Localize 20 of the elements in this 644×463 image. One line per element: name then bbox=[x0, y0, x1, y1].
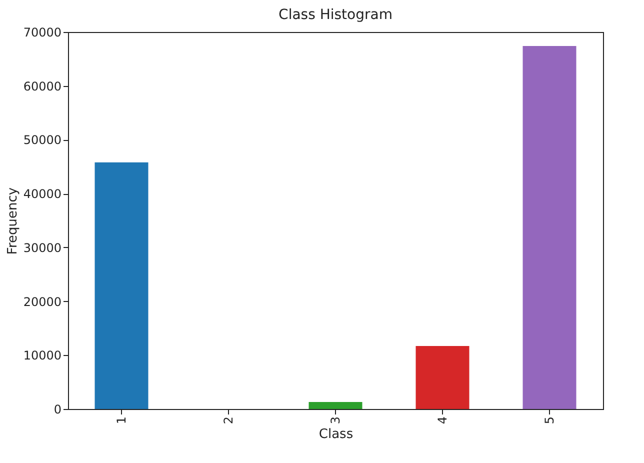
bar bbox=[416, 346, 470, 409]
y-axis-title: Frequency bbox=[5, 187, 20, 255]
y-tick-label: 20000 bbox=[23, 294, 62, 309]
y-tick-label: 10000 bbox=[23, 348, 62, 363]
x-tick-label: 1 bbox=[114, 416, 128, 424]
y-tick-label: 60000 bbox=[23, 79, 62, 94]
y-tick-label: 50000 bbox=[23, 133, 62, 148]
y-tick-label: 30000 bbox=[23, 240, 62, 255]
y-tick-label: 40000 bbox=[23, 187, 62, 202]
y-tick-label: 70000 bbox=[23, 26, 62, 40]
x-tick-label: 3 bbox=[328, 416, 342, 424]
x-axis-title: Class bbox=[318, 427, 354, 442]
x-tick-label: 5 bbox=[542, 416, 556, 424]
bar bbox=[308, 402, 362, 409]
bar bbox=[522, 46, 576, 409]
x-tick-label: 2 bbox=[222, 416, 236, 424]
bar bbox=[94, 162, 148, 409]
x-tick-label: 4 bbox=[436, 416, 450, 424]
chart-title: Class Histogram bbox=[278, 7, 392, 23]
y-tick-label: 0 bbox=[54, 402, 62, 416]
